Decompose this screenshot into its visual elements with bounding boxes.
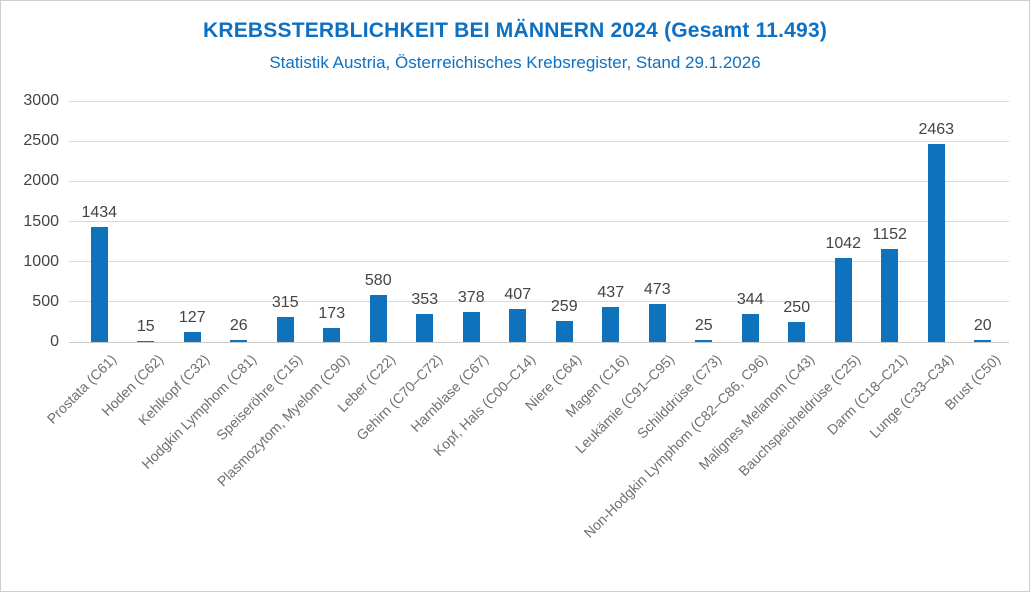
bar-value-label: 407 — [504, 286, 532, 304]
bar-value-label: 378 — [457, 288, 485, 306]
bar-value-label: 250 — [783, 298, 811, 316]
bar — [695, 339, 713, 342]
gridline — [69, 140, 1009, 142]
x-axis-line — [69, 342, 1009, 343]
y-axis-tick-label: 1000 — [23, 252, 59, 270]
bar — [555, 321, 573, 342]
y-axis-tick-label: 2500 — [23, 132, 59, 150]
bar-value-label: 173 — [318, 305, 346, 323]
bar-value-label: 1152 — [872, 226, 907, 244]
bar-value-label: 127 — [178, 308, 206, 326]
gridline — [69, 221, 1009, 222]
y-axis-tick-label: 1500 — [23, 212, 59, 230]
bar-value-label: 473 — [643, 281, 671, 298]
bar — [927, 144, 945, 342]
bar-value-label: 353 — [411, 290, 439, 308]
y-axis-tick-label: 0 — [50, 333, 59, 350]
bar — [90, 226, 108, 342]
bar — [183, 331, 201, 342]
bar — [230, 339, 248, 342]
bar-value-label: 2463 — [918, 121, 955, 139]
bar-value-label: 344 — [736, 291, 764, 309]
gridline — [69, 301, 1009, 303]
chart-subtitle: Statistik Austria, Österreichisches Kreb… — [269, 53, 761, 72]
bar — [369, 295, 387, 342]
bar-value-label: 315 — [271, 293, 299, 311]
bar-value-label: 1042 — [825, 235, 862, 253]
bar — [416, 313, 434, 342]
bar — [788, 321, 806, 342]
chart-title: KREBSSTERBLICHKEIT BEI MÄNNERN 2024 (Ges… — [202, 19, 828, 42]
bar-value-label: 25 — [694, 316, 713, 334]
y-axis-tick-label: 2000 — [23, 172, 59, 190]
bar-value-label: 20 — [973, 317, 992, 335]
bar — [741, 314, 759, 342]
bar-value-label: 580 — [364, 272, 392, 290]
y-axis-tick-label: 500 — [32, 292, 59, 310]
bar-value-label: 437 — [597, 283, 625, 301]
y-axis-tick-label: 3000 — [23, 92, 59, 109]
gridline — [69, 180, 1009, 182]
bar — [137, 340, 155, 342]
gridline — [69, 261, 1009, 263]
bar — [834, 258, 852, 342]
bar — [602, 306, 620, 342]
bar — [509, 309, 527, 342]
gridline — [69, 100, 1009, 102]
bar — [881, 249, 899, 342]
bar — [648, 304, 666, 342]
bar-value-label: 26 — [229, 316, 248, 334]
bar — [462, 311, 480, 342]
bar-value-label: 1434 — [81, 203, 118, 221]
bar-value-label: 259 — [550, 298, 578, 316]
bar — [323, 328, 341, 342]
bar — [276, 316, 294, 342]
bar — [974, 340, 992, 342]
bar-value-label: 15 — [136, 317, 155, 335]
